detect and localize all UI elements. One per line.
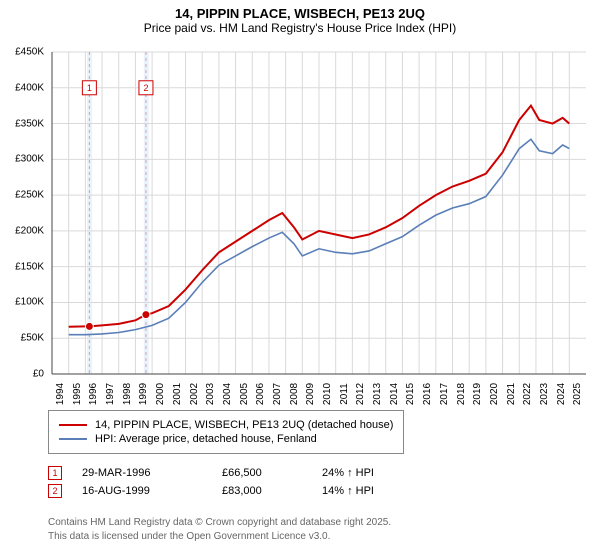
x-tick-label: 1997 xyxy=(105,383,116,405)
x-tick-label: 2002 xyxy=(189,383,200,405)
x-tick-label: 2015 xyxy=(405,383,416,405)
x-tick-label: 1999 xyxy=(138,383,149,405)
y-tick-label: £350K xyxy=(15,118,44,129)
legend-swatch xyxy=(59,438,87,439)
x-tick-label: 2022 xyxy=(522,383,533,405)
x-tick-label: 2024 xyxy=(556,383,567,405)
sale-label-num-1: 1 xyxy=(87,83,92,93)
x-tick-label: 2003 xyxy=(205,383,216,405)
sale-price: £66,500 xyxy=(222,467,302,479)
x-tick-label: 2004 xyxy=(222,383,233,405)
legend-row: 14, PIPPIN PLACE, WISBECH, PE13 2UQ (det… xyxy=(59,419,393,431)
sales-table: 1 29-MAR-1996 £66,500 24% ↑ HPI 2 16-AUG-1999… xyxy=(48,462,374,502)
y-tick-label: £400K xyxy=(15,82,44,93)
sale-marker: 2 xyxy=(48,484,62,498)
x-tick-label: 2017 xyxy=(439,383,450,405)
sale-date: 29-MAR-1996 xyxy=(82,467,202,479)
y-tick-label: £300K xyxy=(15,154,44,165)
x-tick-label: 1994 xyxy=(55,383,66,405)
y-tick-label: £50K xyxy=(21,333,44,344)
x-tick-label: 2008 xyxy=(289,383,300,405)
x-tick-label: 2007 xyxy=(272,383,283,405)
sale-date: 16-AUG-1999 xyxy=(82,485,202,497)
x-tick-label: 2019 xyxy=(472,383,483,405)
sale-row: 2 16-AUG-1999 £83,000 14% ↑ HPI xyxy=(48,484,374,498)
y-tick-label: £450K xyxy=(15,47,44,58)
chart-area: 12 £0£50K£100K£150K£200K£250K£300K£350K£… xyxy=(0,44,600,404)
x-tick-label: 2013 xyxy=(372,383,383,405)
x-tick-label: 2014 xyxy=(389,383,400,405)
footer-line1: Contains HM Land Registry data © Crown c… xyxy=(48,516,391,530)
x-tick-label: 2006 xyxy=(255,383,266,405)
x-tick-label: 2011 xyxy=(339,383,350,405)
page-subtitle: Price paid vs. HM Land Registry's House … xyxy=(0,21,600,39)
footer-attribution: Contains HM Land Registry data © Crown c… xyxy=(48,516,391,544)
sale-point-1 xyxy=(85,322,93,330)
page-title: 14, PIPPIN PLACE, WISBECH, PE13 2UQ xyxy=(0,0,600,21)
y-tick-label: £100K xyxy=(15,297,44,308)
chart-svg: 12 xyxy=(0,44,600,404)
sale-point-2 xyxy=(142,311,150,319)
sale-marker: 1 xyxy=(48,466,62,480)
x-tick-label: 2012 xyxy=(355,383,366,405)
sale-row: 1 29-MAR-1996 £66,500 24% ↑ HPI xyxy=(48,466,374,480)
x-tick-label: 1996 xyxy=(88,383,99,405)
footer-line2: This data is licensed under the Open Gov… xyxy=(48,530,391,544)
sale-delta: 24% ↑ HPI xyxy=(322,467,374,479)
x-tick-label: 2018 xyxy=(456,383,467,405)
y-tick-label: £250K xyxy=(15,190,44,201)
x-tick-label: 2020 xyxy=(489,383,500,405)
x-tick-label: 2010 xyxy=(322,383,333,405)
x-tick-label: 2025 xyxy=(572,383,583,405)
x-tick-label: 1995 xyxy=(72,383,83,405)
x-tick-label: 1998 xyxy=(122,383,133,405)
sale-label-num-2: 2 xyxy=(143,83,148,93)
x-tick-label: 2009 xyxy=(305,383,316,405)
y-tick-label: £200K xyxy=(15,225,44,236)
x-tick-label: 2005 xyxy=(239,383,250,405)
legend-swatch xyxy=(59,424,87,426)
sale-delta: 14% ↑ HPI xyxy=(322,485,374,497)
x-tick-label: 2021 xyxy=(506,383,517,405)
legend: 14, PIPPIN PLACE, WISBECH, PE13 2UQ (det… xyxy=(48,410,404,454)
x-tick-label: 2000 xyxy=(155,383,166,405)
legend-label: HPI: Average price, detached house, Fenl… xyxy=(95,433,317,445)
x-tick-label: 2001 xyxy=(172,383,183,405)
x-tick-label: 2023 xyxy=(539,383,550,405)
legend-label: 14, PIPPIN PLACE, WISBECH, PE13 2UQ (det… xyxy=(95,419,393,431)
y-tick-label: £0 xyxy=(33,369,44,380)
sale-price: £83,000 xyxy=(222,485,302,497)
legend-row: HPI: Average price, detached house, Fenl… xyxy=(59,433,393,445)
x-tick-label: 2016 xyxy=(422,383,433,405)
y-tick-label: £150K xyxy=(15,261,44,272)
